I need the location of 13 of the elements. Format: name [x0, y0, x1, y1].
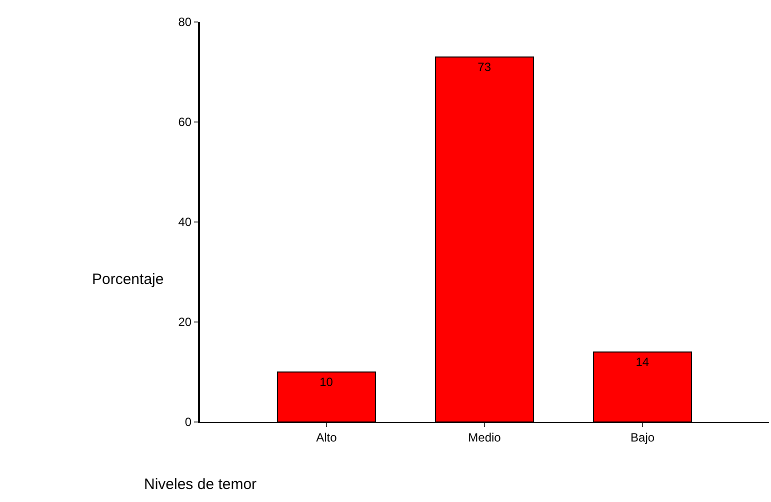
y-axis-title: Porcentaje [92, 271, 164, 288]
y-tick-label: 60 [178, 115, 192, 130]
data-label: 73 [478, 60, 492, 74]
data-label: 14 [636, 355, 650, 369]
x-tick-label: Bajo [630, 430, 655, 444]
y-tick-label: 0 [184, 415, 192, 430]
x-tick-label: Alto [316, 430, 338, 444]
y-tick-label: 80 [178, 15, 192, 30]
data-label: 10 [320, 375, 334, 389]
y-tick-label: 40 [178, 215, 192, 230]
y-tick-label: 20 [178, 315, 192, 330]
x-tick-label: Medio [468, 430, 502, 444]
x-axis-title: Niveles de temor [144, 476, 257, 493]
